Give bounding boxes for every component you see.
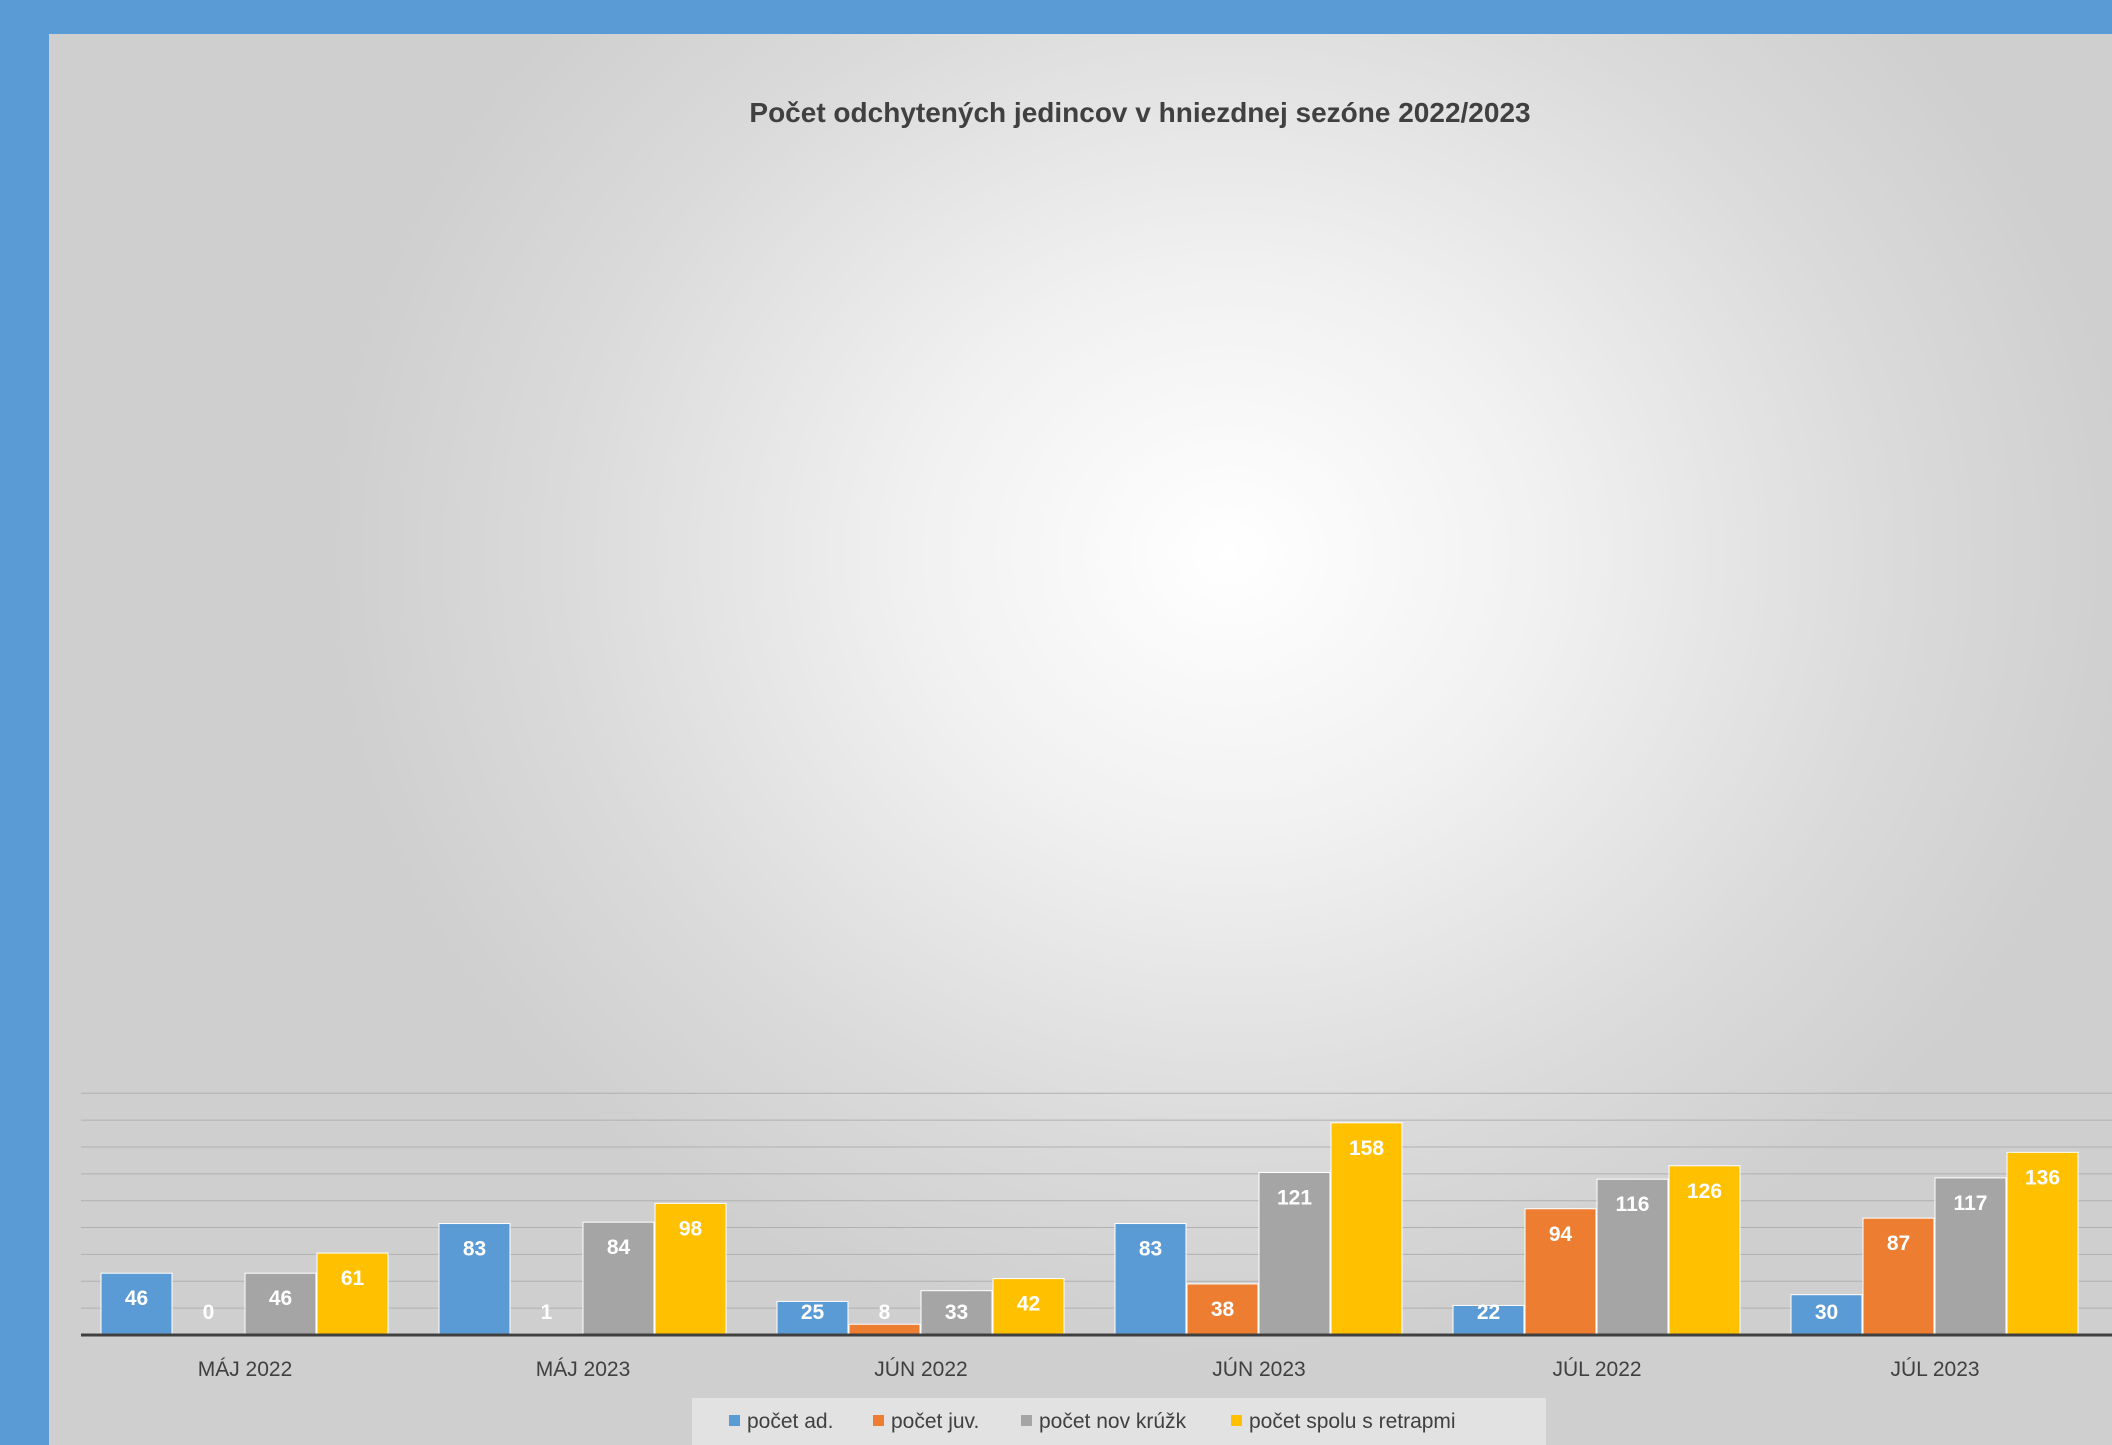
bar xyxy=(582,1221,655,1336)
data-label: 25 xyxy=(801,1301,825,1324)
bar xyxy=(992,1278,1065,1336)
legend-box xyxy=(692,1398,1546,1445)
category-label: MÁJ 2023 xyxy=(536,1358,631,1381)
legend-label: počet spolu s retrapmi xyxy=(1249,1410,1456,1433)
data-label: 46 xyxy=(269,1287,292,1310)
category-label: JÚN 2023 xyxy=(1212,1358,1305,1381)
legend-swatch xyxy=(1231,1415,1242,1426)
data-label: 117 xyxy=(1954,1192,1988,1215)
data-label: 87 xyxy=(1887,1232,1910,1255)
data-label: 1 xyxy=(541,1301,553,1324)
data-label: 121 xyxy=(1277,1186,1312,1209)
bar xyxy=(1258,1171,1331,1336)
data-labels: 46 0 46 61 83 1 84 98 25 8 33 42 83 38 121 158 22 94 116 12… xyxy=(125,1137,2060,1324)
legend-swatch xyxy=(873,1415,884,1426)
bar xyxy=(1452,1304,1525,1336)
legend-swatch xyxy=(729,1415,740,1426)
chart-title: Počet odchytených jedincov v hniezdnej s… xyxy=(749,97,1530,128)
legend: počet ad. počet juv. počet nov krúžk počet … xyxy=(692,1398,1546,1445)
bar xyxy=(1330,1122,1403,1336)
bar xyxy=(1524,1208,1597,1336)
bar xyxy=(1186,1283,1259,1336)
data-label: 8 xyxy=(879,1301,891,1324)
data-label: 61 xyxy=(341,1267,365,1290)
bar xyxy=(654,1202,727,1336)
legend-label: počet juv. xyxy=(891,1410,979,1433)
bar xyxy=(1114,1223,1187,1336)
legend-label: počet ad. xyxy=(747,1410,833,1433)
data-label: 83 xyxy=(463,1238,486,1261)
data-label: 94 xyxy=(1549,1223,1573,1246)
bar xyxy=(1668,1165,1741,1336)
bar xyxy=(1934,1177,2007,1336)
bar xyxy=(2006,1151,2079,1336)
category-label: JÚL 2022 xyxy=(1552,1358,1641,1381)
data-label: 42 xyxy=(1017,1293,1040,1316)
data-label: 83 xyxy=(1139,1238,1162,1261)
data-label: 116 xyxy=(1616,1193,1650,1216)
data-label: 84 xyxy=(607,1236,631,1259)
legend-swatch xyxy=(1021,1415,1032,1426)
data-label: 33 xyxy=(945,1301,968,1324)
data-label: 158 xyxy=(1349,1137,1384,1160)
data-label: 38 xyxy=(1211,1298,1235,1321)
data-label: 30 xyxy=(1815,1301,1838,1324)
data-label: 46 xyxy=(125,1287,148,1310)
data-label: 136 xyxy=(2025,1166,2060,1189)
bar xyxy=(1862,1217,1935,1336)
chart-area: Počet odchytených jedincov v hniezdnej s… xyxy=(49,34,2112,1445)
bar xyxy=(100,1272,173,1336)
data-label: 98 xyxy=(679,1217,703,1240)
data-label: 22 xyxy=(1477,1301,1500,1324)
bar xyxy=(1596,1178,1669,1336)
bar-chart: Počet odchytených jedincov v hniezdnej s… xyxy=(81,97,2112,1445)
data-label: 0 xyxy=(203,1301,215,1324)
bars xyxy=(100,1122,2079,1336)
category-labels: MÁJ 2022 MÁJ 2023 JÚN 2022 JÚN 2023 JÚL 2022… xyxy=(198,1358,1980,1381)
category-label: JÚN 2022 xyxy=(874,1358,967,1381)
legend-label: počet nov krúžk xyxy=(1039,1410,1187,1433)
data-label: 126 xyxy=(1687,1180,1722,1203)
bar xyxy=(848,1323,921,1336)
bar xyxy=(316,1252,389,1336)
category-label: JÚL 2023 xyxy=(1890,1358,1979,1381)
gridlines xyxy=(81,1092,2112,1309)
category-label: MÁJ 2022 xyxy=(198,1358,293,1381)
